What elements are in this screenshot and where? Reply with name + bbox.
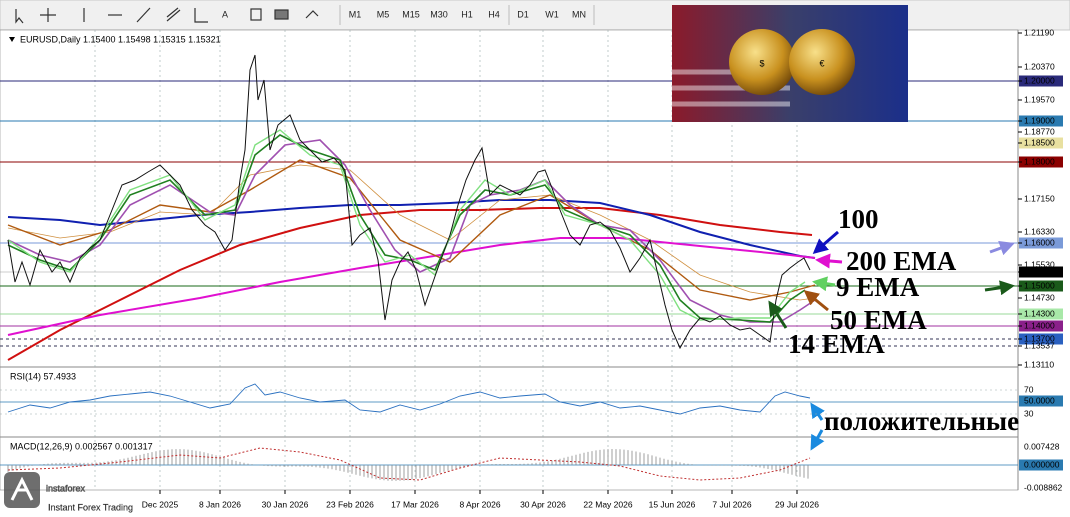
price-label-bg [1019,266,1063,278]
timeframe-buttons: M1 M5 M15 M30 H1 H4 D1 W1 MN [339,5,595,25]
price-label: 1.15000 [1024,280,1055,290]
price-label: 1.18770 [1024,126,1055,136]
date-label: Dec 2025 [142,499,179,509]
date-label: 23 Feb 2026 [326,499,374,509]
price-label: 1.21190 [1024,27,1054,37]
timeframe-button[interactable]: H4 [488,9,500,19]
price-label: 1.14000 [1024,320,1055,330]
indicator-lines [7,54,816,361]
price-label-bg [1019,156,1063,168]
rsi-axis-label: 50.0000 [1024,395,1055,405]
currency-image: $ € [672,5,908,122]
rsi-axis-label: 30 [1024,408,1034,418]
timeframe-button[interactable]: M5 [377,9,390,19]
macd-axis-label: 0.000000 [1024,459,1060,469]
macd-label: MACD(12,26,9) 0.002567 0.001317 [10,441,153,451]
toolbar-icons [15,7,319,24]
macd-axis-label: 0.007428 [1024,441,1060,451]
date-label: 22 May 2026 [583,499,632,509]
timeframe-button[interactable]: H1 [461,9,473,19]
price-label: 1.14730 [1024,292,1055,302]
timeframe-button[interactable]: MN [572,9,586,19]
price-label: 1.18500 [1024,137,1055,147]
price-label-bg [1019,280,1063,292]
timeframe-button[interactable]: W1 [545,9,559,19]
logo-name: instaforex [46,483,86,493]
price-label: 1.19000 [1024,115,1055,125]
timeframe-button[interactable]: M15 [402,9,420,19]
annotation-ema200: 200 EMA [846,246,957,276]
timeframe-button[interactable]: M1 [349,9,362,19]
price-label: 1.13700 [1024,333,1055,343]
price-label: 1.16000 [1024,237,1055,247]
date-axis: Dec 2025 8 Jan 2026 30 Jan 2026 23 Feb 2026… [142,490,819,509]
rsi-panel [0,383,1018,415]
header-arrow [9,37,15,42]
price-axis: 1.21190 1.20370 1.20000 1.19570 1.190001.187… [1018,27,1063,492]
price-label: 1.20000 [1024,75,1055,85]
price-label-bg [1019,115,1063,127]
date-label: 15 Jun 2026 [649,499,696,509]
price-label-bg [1019,75,1063,87]
rsi-label-bg [1019,395,1063,407]
rsi-label: RSI(14) 57.4933 [10,371,76,381]
price-label: 1.15321 [1024,266,1055,276]
price-label-bg [1019,237,1063,249]
price-label: 1.15530 [1024,259,1055,269]
price-label-bg [1019,320,1063,332]
timeframe-button[interactable]: M30 [430,9,448,19]
price-label: 1.19570 [1024,94,1055,104]
price-label: 1.16330 [1024,226,1055,236]
date-label: 29 Jul 2026 [775,499,819,509]
annotation-ema9: 9 EMA [836,272,920,302]
price-label-bg [1019,308,1063,320]
price-label: 1.20370 [1024,61,1055,71]
toolbar [0,0,1070,31]
price-label: 1.17150 [1024,193,1055,203]
macd-panel [0,447,1018,481]
date-label: 30 Apr 2026 [520,499,566,509]
annotation-positive: положительные [824,406,1019,436]
annotation-ema50: 50 EMA [830,305,927,335]
macd-label-bg [1019,459,1063,471]
dollar-sign: $ [759,58,764,68]
annotation-ema14: 14 EMA [788,329,885,359]
annotation-ma100: 100 [838,204,879,234]
chart-header: EURUSD,Daily 1.15400 1.15498 1.15315 1.1… [20,34,221,44]
euro-sign: € [819,58,824,68]
logo-tagline: Instant Forex Trading [48,502,133,512]
rsi-axis-label: 70 [1024,384,1034,394]
price-label-bg [1019,137,1063,149]
date-label: 30 Jan 2026 [262,499,309,509]
date-label: 8 Jan 2026 [199,499,241,509]
price-label: 1.13537 [1024,340,1055,350]
date-label: 17 Mar 2026 [391,499,439,509]
date-label: 7 Jul 2026 [712,499,751,509]
price-label: 1.13110 [1024,359,1054,369]
macd-axis-label: -0.008862 [1024,482,1063,492]
annotation-arrows [768,230,1015,451]
price-label: 1.18000 [1024,156,1055,166]
logo: instaforex Instant Forex Trading [4,472,133,513]
timeframe-button[interactable]: D1 [517,9,529,19]
text-tool-icon[interactable]: A [222,9,228,19]
price-label: 1.14300 [1024,308,1055,318]
date-label: 8 Apr 2026 [459,499,500,509]
price-label-bg [1019,333,1063,345]
